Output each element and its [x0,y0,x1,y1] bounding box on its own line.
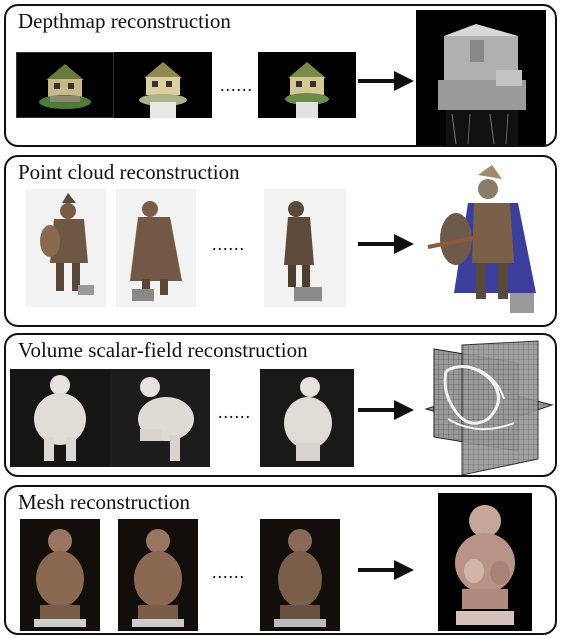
mesh-panel-title: Mesh reconstruction [18,490,191,514]
ellipsis: ...... [218,402,251,422]
figure-input-image-2 [110,369,210,467]
house-input-image-2 [114,52,212,118]
depth-map-result [416,10,546,145]
mesh-panel: Mesh reconstruction ...... [4,485,557,635]
house-input-image-1 [16,52,114,118]
volume-slices-result [418,339,554,475]
figure-input-image-1 [10,369,110,467]
arrow-right-icon [358,400,414,420]
figure-input-image-3 [260,369,354,467]
volume-panel-title: Volume scalar-field reconstruction [18,338,308,362]
depthmap-panel-title: Depthmap reconstruction [18,9,231,33]
warrior-input-image-3 [264,189,346,307]
warrior-input-image-1 [26,189,106,307]
point-cloud-panel-title: Point cloud reconstruction [18,160,240,184]
mesh-render-result [438,493,532,631]
arrow-right-icon [358,560,414,580]
ellipsis: ...... [220,75,253,95]
arrow-right-icon [358,234,414,254]
point-cloud-result [418,163,546,323]
house-input-image-3 [258,52,356,118]
volume-panel: Volume scalar-field reconstruction .....… [4,333,557,477]
statue-input-image-3 [260,519,340,631]
statue-input-image-2 [118,519,198,631]
warrior-input-image-2 [116,189,196,307]
depthmap-panel: Depthmap reconstruction ...... [4,4,557,147]
point-cloud-panel: Point cloud reconstruction ...... [4,155,557,327]
arrow-right-icon [358,71,414,91]
statue-input-image-1 [20,519,100,631]
ellipsis: ...... [212,562,245,582]
ellipsis: ...... [212,234,245,254]
